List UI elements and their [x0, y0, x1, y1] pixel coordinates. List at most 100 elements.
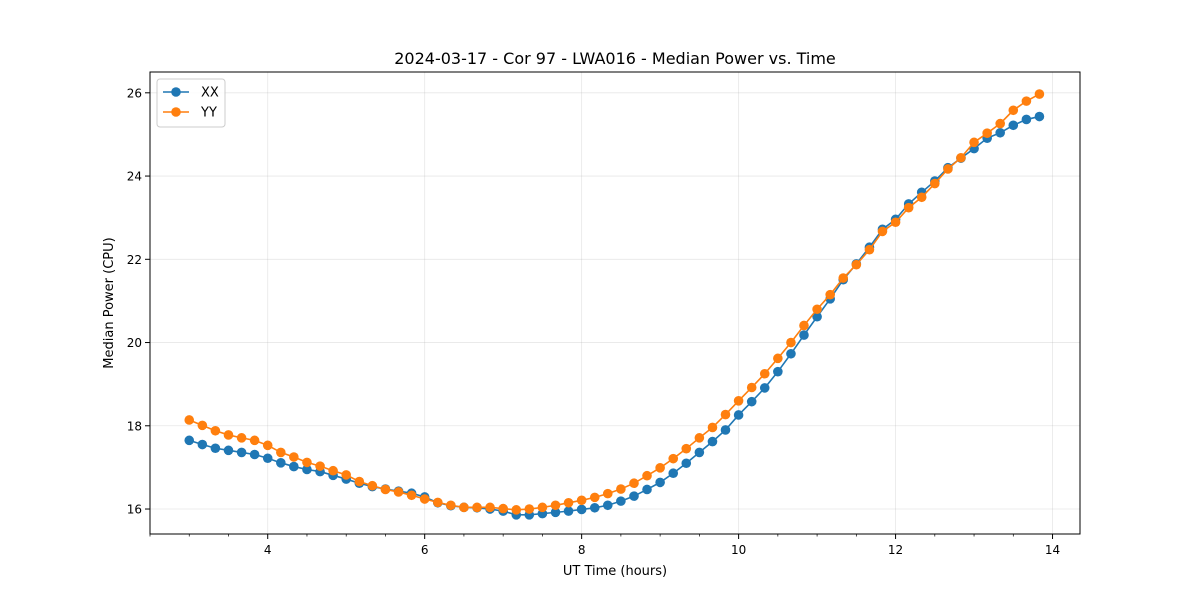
data-point-yy — [982, 128, 992, 138]
x-tick-label: 4 — [264, 543, 272, 557]
data-point-xx — [786, 348, 796, 359]
data-point-xx — [184, 435, 195, 446]
data-point-yy — [328, 465, 338, 476]
data-point-xx — [746, 396, 757, 407]
tick-layer: 4 6 8 10 12 14 16 18 20 22 24 26 — [127, 86, 1060, 557]
y-tick-label: 26 — [127, 86, 142, 100]
data-point-yy — [380, 484, 391, 495]
data-point-yy — [249, 435, 260, 446]
data-point-yy — [851, 259, 862, 270]
data-point-yy — [589, 492, 600, 503]
data-point-yy — [223, 430, 234, 440]
y-tick-label: 16 — [127, 503, 142, 517]
data-point-yy — [864, 244, 875, 255]
data-point-yy — [197, 420, 208, 431]
data-point-xx — [289, 461, 299, 472]
data-point-yy — [825, 289, 835, 300]
grid-layer — [150, 72, 1080, 534]
data-point-yy — [315, 461, 325, 471]
legend-label-yy: YY — [200, 106, 217, 121]
data-point-yy — [943, 164, 953, 174]
data-point-yy — [563, 497, 574, 508]
data-point-xx — [1021, 114, 1032, 125]
data-point-xx — [759, 383, 770, 393]
data-point-xx — [720, 425, 731, 435]
data-point-xx — [589, 502, 600, 513]
data-point-yy — [406, 490, 417, 501]
data-point-xx — [249, 449, 260, 460]
data-point-xx — [694, 447, 705, 458]
data-point-yy — [550, 500, 561, 511]
data-point-yy — [616, 484, 626, 494]
plot-frame — [149, 71, 1081, 535]
y-tick-label: 24 — [127, 170, 142, 184]
data-point-yy — [524, 504, 535, 514]
chart-title: 2024-03-17 - Cor 97 - LWA016 - Median Po… — [394, 49, 836, 68]
data-point-xx — [616, 496, 626, 506]
data-point-xx — [642, 484, 652, 495]
data-point-yy — [930, 178, 940, 189]
data-point-yy — [459, 502, 469, 513]
data-point-yy — [184, 415, 195, 425]
data-point-yy — [995, 118, 1005, 129]
data-point-yy — [393, 487, 404, 497]
data-point-xx — [629, 491, 639, 501]
data-point-yy — [681, 443, 692, 454]
data-point-yy — [668, 453, 679, 464]
data-point-yy — [367, 480, 378, 491]
data-point-xx — [655, 477, 665, 488]
data-point-yy — [746, 382, 757, 393]
data-point-yy — [511, 505, 522, 515]
data-point-xx — [707, 436, 718, 447]
data-point-xx — [681, 458, 692, 469]
data-point-yy — [276, 447, 286, 458]
x-tick-label: 8 — [578, 543, 586, 557]
series-layer — [184, 89, 1045, 520]
data-point-yy — [838, 273, 849, 283]
data-point-yy — [655, 463, 665, 473]
data-point-xx — [812, 311, 822, 322]
x-tick-label: 10 — [731, 543, 746, 557]
data-point-yy — [759, 368, 770, 379]
data-point-xx — [1008, 120, 1019, 131]
y-axis-label: Median Power (CPU) — [102, 237, 117, 368]
data-point-yy — [956, 152, 966, 163]
data-point-yy — [236, 433, 247, 443]
data-point-yy — [432, 497, 443, 508]
data-point-yy — [302, 457, 312, 468]
data-point-xx — [799, 330, 809, 340]
data-point-yy — [1008, 105, 1019, 116]
data-point-xx — [563, 506, 574, 516]
data-point-yy — [629, 478, 639, 489]
data-point-yy — [1034, 89, 1045, 99]
data-point-xx — [302, 464, 312, 475]
data-point-xx — [733, 410, 744, 420]
y-tick-label: 20 — [127, 336, 142, 350]
y-tick-label: 22 — [127, 253, 142, 267]
data-point-yy — [642, 470, 652, 481]
data-point-yy — [472, 502, 482, 513]
data-point-xx — [210, 443, 221, 454]
data-point-yy — [576, 495, 587, 506]
data-point-xx — [262, 453, 273, 464]
data-point-xx — [276, 458, 286, 468]
data-point-yy — [773, 353, 783, 364]
data-point-yy — [262, 440, 273, 451]
legend-label-xx: XX — [201, 86, 219, 101]
data-point-yy — [733, 396, 744, 406]
data-point-xx — [550, 507, 561, 518]
data-point-yy — [341, 470, 352, 480]
data-point-yy — [877, 226, 888, 237]
data-point-yy — [890, 217, 901, 228]
data-point-xx — [223, 445, 234, 456]
data-point-yy — [916, 192, 927, 203]
x-tick-label: 14 — [1045, 543, 1060, 557]
data-point-xx — [668, 468, 679, 479]
data-point-yy — [498, 503, 508, 514]
data-point-yy — [419, 494, 430, 504]
data-point-yy — [1021, 96, 1032, 106]
data-point-xx — [236, 447, 247, 458]
x-tick-label: 12 — [888, 543, 903, 557]
